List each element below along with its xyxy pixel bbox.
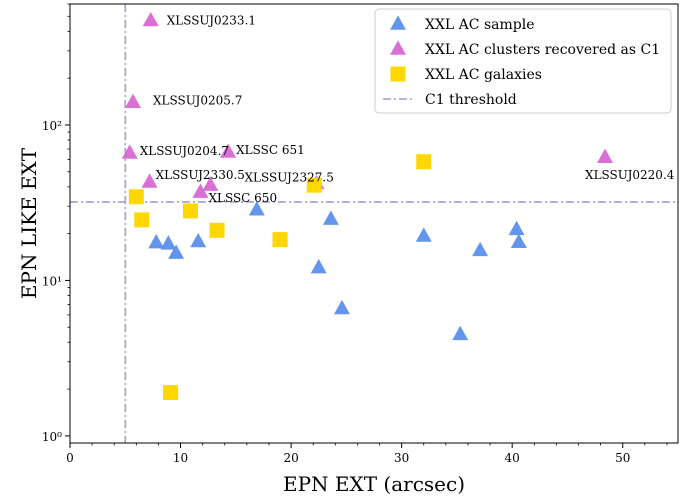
series-1-point-5 — [202, 176, 219, 191]
series-0-point-11 — [508, 220, 525, 236]
y-tick-label: 10² — [42, 119, 62, 133]
series-0-point-3 — [190, 232, 207, 248]
series-2-point-1 — [134, 212, 150, 228]
legend-label: C1 threshold — [425, 92, 517, 108]
series-2-point-6 — [416, 154, 432, 170]
legend-box — [374, 8, 672, 114]
series-0-point-9 — [452, 325, 469, 341]
legend-marker — [390, 66, 406, 82]
series-0-point-2 — [168, 244, 185, 259]
legend-label: XXL AC clusters recovered as C1 — [425, 42, 660, 58]
x-tick-label: 30 — [394, 451, 409, 465]
series-0-point-4 — [248, 201, 265, 216]
legend-marker — [390, 15, 406, 30]
series-2-point-5 — [306, 177, 322, 193]
x-tick-label: 10 — [173, 451, 188, 465]
threshold-lines — [70, 4, 678, 443]
data-markers — [121, 11, 614, 401]
cluster-annotations: XLSSUJ0233.1 XLSSUJ0205.7 XLSSUJ0204.7 XLSS… — [140, 13, 675, 205]
series-0-point-7 — [333, 299, 350, 315]
series-0-point-6 — [322, 210, 339, 225]
x-axis: 0 10 20 30 40 50 — [66, 443, 668, 465]
y-axis-label: EPN LIKE EXT — [17, 147, 41, 299]
series-2-point-0 — [128, 189, 144, 205]
annotation-label: XLSSUJ0204.7 — [140, 144, 229, 158]
series-1-point-4 — [141, 173, 158, 188]
series-1-point-6 — [192, 183, 209, 198]
x-tick-label: 0 — [66, 451, 74, 465]
plot-frame — [69, 3, 679, 444]
series-0-point-12 — [510, 233, 527, 249]
legend-label: XXL AC galaxies — [425, 67, 542, 83]
annotation-label: XLSSUJ0205.7 — [153, 93, 242, 107]
series-1-point-0 — [142, 11, 159, 27]
legend: XXL AC sample XXL AC clusters recovered a… — [374, 8, 672, 114]
y-tick-label: 10⁰ — [42, 430, 62, 444]
series-1-point-8 — [597, 148, 614, 164]
series-1-point-2 — [121, 144, 138, 159]
series-0-point-10 — [472, 241, 489, 257]
annotation-label: XLSSC 650 — [208, 191, 277, 205]
x-tick-label: 40 — [505, 451, 520, 465]
x-tick-label: 20 — [283, 451, 298, 465]
y-axis: 10⁰ 10¹ 10² — [42, 3, 70, 444]
annotation-label: XLSSUJ0233.1 — [167, 13, 256, 27]
annotation-label: XLSSUJ2330.5 — [156, 168, 245, 182]
series-0-point-1 — [160, 235, 177, 250]
legend-marker — [390, 40, 406, 55]
x-axis-label: EPN EXT (arcsec) — [283, 472, 465, 496]
series-2-point-4 — [272, 232, 288, 248]
series-1-point-3 — [220, 143, 237, 158]
series-2-point-2 — [182, 203, 198, 219]
annotation-label: XLSSUJ2327.5 — [245, 171, 334, 185]
series-0-point-0 — [148, 234, 165, 249]
y-tick-label: 10¹ — [42, 274, 62, 288]
series-0-point-5 — [310, 258, 327, 274]
legend-label: XXL AC sample — [425, 17, 534, 33]
series-1-point-1 — [125, 93, 142, 109]
annotation-label: XLSSC 651 — [236, 143, 305, 157]
series-2-point-3 — [209, 222, 225, 238]
series-2-point-7 — [163, 385, 179, 401]
series-0-point-8 — [415, 227, 432, 242]
x-tick-label: 50 — [615, 451, 630, 465]
annotation-label: XLSSUJ0220.4 — [585, 168, 675, 182]
